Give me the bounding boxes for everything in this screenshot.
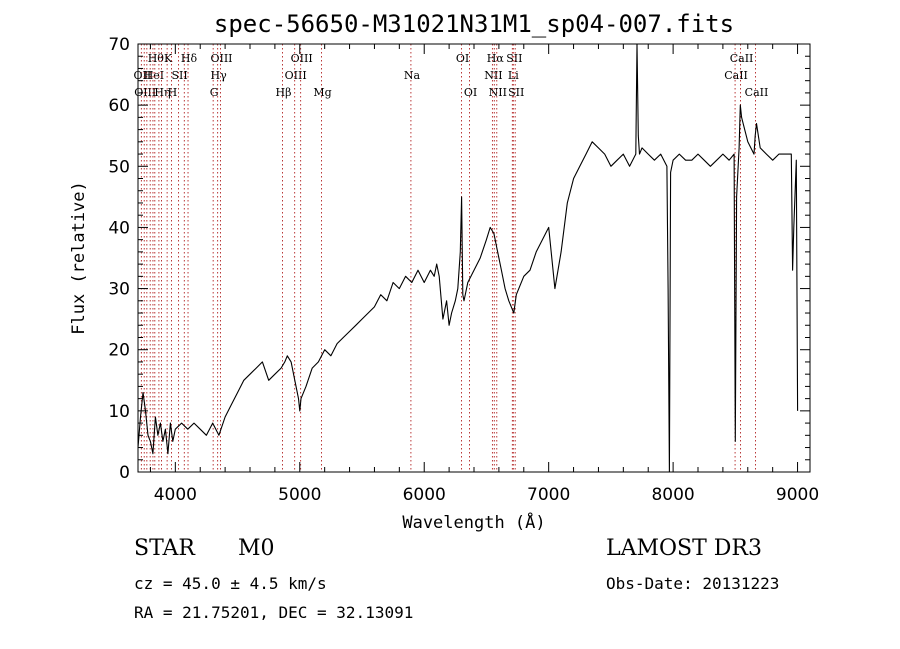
x-tick-label: 4000 xyxy=(154,485,197,505)
plot-frame xyxy=(137,43,811,473)
spectral-line-label: OIII xyxy=(210,52,232,65)
redshift-velocity: cz = 45.0 ± 4.5 km/s xyxy=(134,574,327,593)
spectral-line-label: NII xyxy=(489,86,507,99)
y-tick-label: 60 xyxy=(108,96,130,116)
survey-name: LAMOST DR3 xyxy=(606,536,762,561)
spectral-line-label: OIII xyxy=(134,86,156,99)
y-tick-label: 30 xyxy=(108,280,130,300)
spectral-line-label: Na xyxy=(404,69,421,82)
y-tick-label: 40 xyxy=(108,218,130,238)
spectral-line-label: SII xyxy=(508,86,524,99)
spectral-line-label: Mg xyxy=(313,86,331,99)
x-tick-label: 6000 xyxy=(403,485,446,505)
y-tick-label: 20 xyxy=(108,341,130,361)
chart-title: spec-56650-M31021N31M1_sp04-007.fits xyxy=(214,10,734,38)
observation-date: Obs-Date: 20131223 xyxy=(606,574,780,593)
spectral-line-label: Hβ xyxy=(276,86,292,99)
coordinates: RA = 21.75201, DEC = 32.13091 xyxy=(134,603,414,622)
object-subclass: M0 xyxy=(238,536,275,561)
spectral-line-label: SII xyxy=(171,69,187,82)
spectral-line-label: Hγ xyxy=(211,69,228,82)
spectral-line-label: OI xyxy=(456,52,469,65)
spectral-line-label: OIII xyxy=(291,52,313,65)
x-tick-label: 7000 xyxy=(527,485,570,505)
spectral-line-label: Hα xyxy=(487,52,505,65)
spectral-line-label: G xyxy=(210,86,219,99)
spectral-line-label: Hδ xyxy=(181,52,198,65)
y-tick-label: 50 xyxy=(108,157,130,177)
y-tick-label: 0 xyxy=(119,463,130,483)
x-tick-label: 9000 xyxy=(776,485,819,505)
spectral-line-label: CaII xyxy=(730,52,754,65)
y-tick-label: 70 xyxy=(108,35,130,55)
x-tick-label: 5000 xyxy=(278,485,321,505)
y-tick-label: 10 xyxy=(108,402,130,422)
spectral-line-label: K xyxy=(164,52,173,65)
spectral-line-label: CaII xyxy=(724,69,748,82)
spectral-line-label: Hη xyxy=(154,86,170,99)
spectral-line-label: SII xyxy=(506,52,522,65)
spectrum-line xyxy=(137,43,799,473)
spectral-line-label: H xyxy=(168,86,178,99)
spectral-line-label: CaII xyxy=(745,86,769,99)
spectral-line-label: Li xyxy=(508,69,519,82)
x-axis-label: Wavelength (Å) xyxy=(402,511,545,533)
spectral-line-label: Hθ xyxy=(148,52,165,65)
spectral-line-label: OI xyxy=(464,86,477,99)
x-tick-label: 8000 xyxy=(651,485,694,505)
object-class: STAR xyxy=(134,536,195,561)
y-axis-label: Flux (relative) xyxy=(69,181,89,335)
spectral-line-label: OIII xyxy=(285,69,307,82)
spectral-line-label: NII xyxy=(484,69,502,82)
